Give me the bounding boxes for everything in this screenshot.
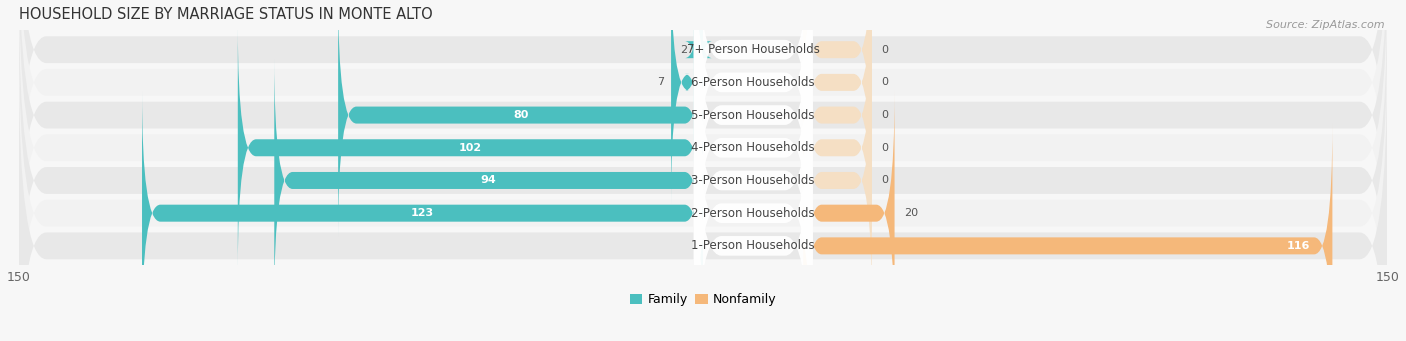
FancyBboxPatch shape — [803, 91, 894, 336]
FancyBboxPatch shape — [695, 59, 813, 341]
FancyBboxPatch shape — [803, 26, 872, 270]
Text: 5-Person Households: 5-Person Households — [692, 108, 815, 122]
FancyBboxPatch shape — [337, 0, 703, 237]
FancyBboxPatch shape — [18, 30, 1388, 341]
Text: 3-Person Households: 3-Person Households — [692, 174, 815, 187]
Text: 7+ Person Households: 7+ Person Households — [686, 43, 820, 56]
Text: 0: 0 — [882, 110, 887, 120]
Text: 1-Person Households: 1-Person Households — [692, 239, 815, 252]
Text: 123: 123 — [411, 208, 434, 218]
Text: 0: 0 — [882, 176, 887, 186]
FancyBboxPatch shape — [695, 0, 813, 301]
Text: 20: 20 — [904, 208, 918, 218]
FancyBboxPatch shape — [695, 0, 813, 341]
Text: 7: 7 — [657, 77, 664, 87]
Text: HOUSEHOLD SIZE BY MARRIAGE STATUS IN MONTE ALTO: HOUSEHOLD SIZE BY MARRIAGE STATUS IN MON… — [18, 7, 433, 22]
FancyBboxPatch shape — [685, 0, 711, 172]
FancyBboxPatch shape — [695, 0, 813, 269]
Text: 80: 80 — [513, 110, 529, 120]
Text: 0: 0 — [882, 45, 887, 55]
FancyBboxPatch shape — [18, 0, 1388, 265]
Text: 6-Person Households: 6-Person Households — [692, 76, 815, 89]
FancyBboxPatch shape — [142, 91, 703, 336]
FancyBboxPatch shape — [238, 26, 703, 270]
Text: 0: 0 — [882, 143, 887, 153]
Text: 0: 0 — [882, 77, 887, 87]
FancyBboxPatch shape — [18, 63, 1388, 341]
Text: 116: 116 — [1286, 241, 1309, 251]
FancyBboxPatch shape — [803, 0, 872, 205]
FancyBboxPatch shape — [671, 0, 703, 205]
FancyBboxPatch shape — [803, 0, 872, 172]
FancyBboxPatch shape — [803, 58, 872, 303]
FancyBboxPatch shape — [695, 0, 813, 236]
FancyBboxPatch shape — [274, 58, 703, 303]
FancyBboxPatch shape — [18, 0, 1388, 298]
Text: 2: 2 — [681, 45, 688, 55]
FancyBboxPatch shape — [18, 0, 1388, 330]
FancyBboxPatch shape — [803, 123, 1333, 341]
Text: 4-Person Households: 4-Person Households — [692, 141, 815, 154]
Text: Source: ZipAtlas.com: Source: ZipAtlas.com — [1267, 20, 1385, 30]
Text: 94: 94 — [481, 176, 496, 186]
FancyBboxPatch shape — [18, 0, 1388, 233]
Legend: Family, Nonfamily: Family, Nonfamily — [624, 288, 782, 311]
FancyBboxPatch shape — [695, 27, 813, 341]
Text: 2-Person Households: 2-Person Households — [692, 207, 815, 220]
FancyBboxPatch shape — [695, 0, 813, 334]
FancyBboxPatch shape — [18, 0, 1388, 341]
FancyBboxPatch shape — [803, 0, 872, 237]
Text: 102: 102 — [458, 143, 482, 153]
